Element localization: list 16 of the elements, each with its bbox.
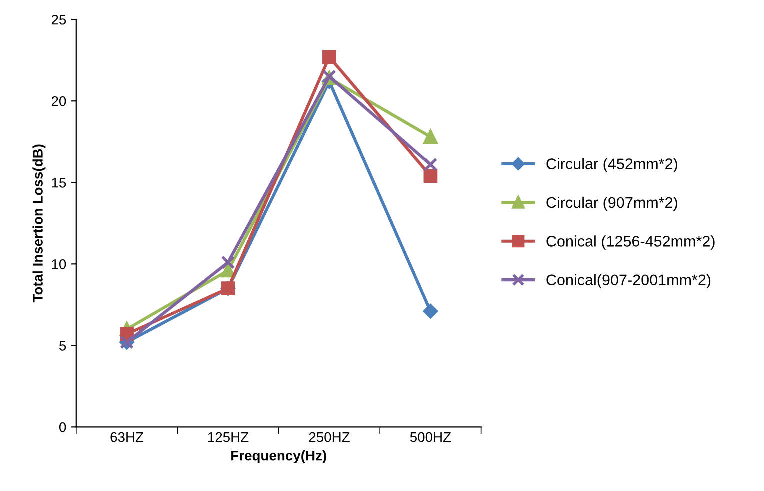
legend-label: Circular (907mm*2): [546, 196, 678, 212]
x-tick-label: 63HZ: [110, 432, 144, 442]
legend-label: Circular (452mm*2): [546, 158, 678, 172]
legend-label: Conical (1256-452mm*2): [546, 236, 715, 250]
x-tick-label: 250HZ: [309, 432, 350, 442]
x-tick-label: 125HZ: [208, 432, 249, 442]
x-tick-label: 500HZ: [410, 432, 452, 442]
y-axis-title: Total Insertion Loss(dB): [32, 144, 46, 303]
y-tick-label: 10: [52, 259, 66, 270]
y-tick-label: 0: [59, 422, 66, 432]
y-tick-label: 25: [52, 14, 66, 25]
y-tick-label: 15: [52, 178, 66, 188]
y-tick-label: 20: [52, 96, 66, 106]
y-tick-label: 5: [60, 341, 66, 351]
x-axis-title: Frequency(Hz): [232, 450, 326, 464]
legend-label: Conical(907-2001mm*2): [546, 274, 711, 289]
